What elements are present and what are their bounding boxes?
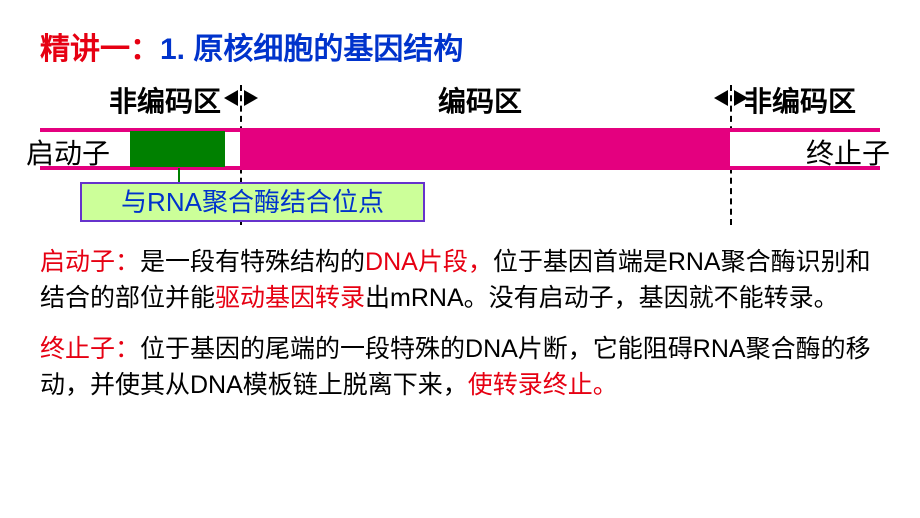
promoter-site-box [130, 131, 225, 167]
arrow-head-icon [734, 90, 748, 106]
slide-title: 精讲一：1. 原核细胞的基因结构 [40, 24, 880, 68]
def-highlight: DNA片段， [365, 248, 493, 276]
def-term: 启动子： [40, 248, 140, 276]
gene-structure-diagram: 非编码区 编码区 非编码区 启动子 终止子 与RNA聚合酶结合位点 [40, 80, 880, 230]
def-text: 出mRNA。没有启动子，基因就不能转录。 [365, 284, 839, 312]
label-coding: 编码区 [400, 80, 560, 120]
arrow-head-icon [224, 90, 238, 106]
def-text: 是一段有特殊结构的 [140, 248, 365, 276]
title-prefix: 精讲一： [40, 33, 160, 66]
title-text: 原核细胞的基因结构 [193, 33, 463, 66]
label-noncoding-left: 非编码区 [85, 80, 245, 120]
arrow-head-icon [714, 90, 728, 106]
arrow-head-icon [244, 90, 258, 106]
def-term: 终止子： [40, 335, 140, 363]
coding-band [240, 128, 730, 170]
def-text: 位于基因的尾端的一段特殊的DNA片断，它能阻碍RNA聚合酶的移动，并使其从DNA… [40, 335, 871, 399]
title-num: 1. [160, 33, 193, 66]
rna-binding-site-label: 与RNA聚合酶结合位点 [80, 182, 425, 222]
def-highlight: 驱动基因转录 [215, 284, 365, 312]
promoter-label: 启动子 [26, 132, 110, 172]
def-highlight: 使转录终止。 [468, 371, 618, 399]
terminator-label: 终止子 [806, 132, 890, 172]
promoter-definition: 启动子：是一段有特殊结构的DNA片段，位于基因首端是RNA聚合酶识别和结合的部位… [40, 244, 880, 317]
terminator-definition: 终止子：位于基因的尾端的一段特殊的DNA片断，它能阻碍RNA聚合酶的移动，并使其… [40, 331, 880, 404]
